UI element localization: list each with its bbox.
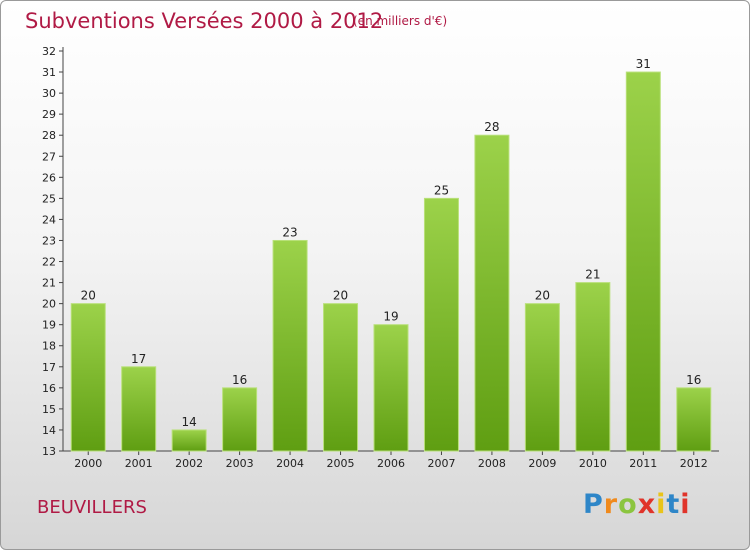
y-tick-label: 23 <box>42 234 56 247</box>
y-tick-label: 13 <box>42 445 56 458</box>
commune-name: BEUVILLERS <box>37 497 147 518</box>
data-label: 16 <box>232 373 247 387</box>
data-label: 17 <box>131 352 146 366</box>
y-tick-label: 24 <box>42 213 56 226</box>
bar <box>222 387 258 452</box>
proxiti-logo[interactable]: Proxiti <box>583 489 691 520</box>
y-tick-label: 18 <box>42 340 56 353</box>
chart-title: Subventions Versées 2000 à 2012 <box>25 9 384 33</box>
logo-letter: P <box>583 489 604 520</box>
y-tick-label: 29 <box>42 108 56 121</box>
y-tick-label: 28 <box>42 129 56 142</box>
bar <box>474 134 510 452</box>
data-label: 14 <box>182 415 197 429</box>
x-tick-label: 2007 <box>427 457 455 470</box>
x-tick-label: 2004 <box>276 457 304 470</box>
data-label: 31 <box>636 57 651 71</box>
chart-subtitle: (en milliers d'€) <box>353 14 448 28</box>
y-tick-label: 15 <box>42 403 56 416</box>
bar <box>423 197 459 452</box>
bar <box>171 429 207 452</box>
y-tick-label: 19 <box>42 319 56 332</box>
bar <box>373 324 409 452</box>
bar <box>676 387 712 452</box>
x-tick-label: 2011 <box>629 457 657 470</box>
logo-letter: o <box>618 489 638 520</box>
x-tick-label: 2008 <box>478 457 506 470</box>
y-tick-label: 14 <box>42 424 56 437</box>
y-tick-label: 27 <box>42 150 56 163</box>
data-label: 20 <box>333 289 348 303</box>
data-label: 19 <box>383 310 398 324</box>
data-label: 28 <box>484 120 499 134</box>
y-tick-label: 32 <box>42 45 56 58</box>
y-tick-label: 22 <box>42 256 56 269</box>
x-tick-label: 2001 <box>125 457 153 470</box>
data-label: 16 <box>686 373 701 387</box>
bar <box>121 366 157 452</box>
y-tick-label: 31 <box>42 66 56 79</box>
y-tick-label: 21 <box>42 277 56 290</box>
bar <box>625 71 661 452</box>
data-label: 20 <box>535 289 550 303</box>
x-tick-label: 2010 <box>579 457 607 470</box>
logo-letter: t <box>666 489 681 520</box>
x-tick-label: 2000 <box>74 457 102 470</box>
x-tick-label: 2003 <box>226 457 254 470</box>
x-tick-label: 2009 <box>528 457 556 470</box>
x-tick-label: 2006 <box>377 457 405 470</box>
bar <box>524 303 560 452</box>
y-tick-label: 30 <box>42 87 56 100</box>
bar <box>575 282 611 452</box>
y-tick-label: 25 <box>42 192 56 205</box>
data-label: 20 <box>81 289 96 303</box>
data-label: 25 <box>434 183 449 197</box>
x-tick-label: 2012 <box>680 457 708 470</box>
logo-letter: i <box>680 489 691 520</box>
x-tick-label: 2005 <box>327 457 355 470</box>
bar <box>272 239 308 452</box>
x-tick-label: 2002 <box>175 457 203 470</box>
data-label: 21 <box>585 268 600 282</box>
y-tick-label: 26 <box>42 171 56 184</box>
logo-letter: i <box>656 489 667 520</box>
y-tick-label: 20 <box>42 298 56 311</box>
bar <box>70 303 106 452</box>
y-tick-label: 16 <box>42 382 56 395</box>
logo-letter: r <box>603 489 619 520</box>
logo-letter: x <box>637 489 657 520</box>
y-tick-label: 17 <box>42 361 56 374</box>
data-label: 23 <box>282 225 297 239</box>
bar <box>323 303 359 452</box>
